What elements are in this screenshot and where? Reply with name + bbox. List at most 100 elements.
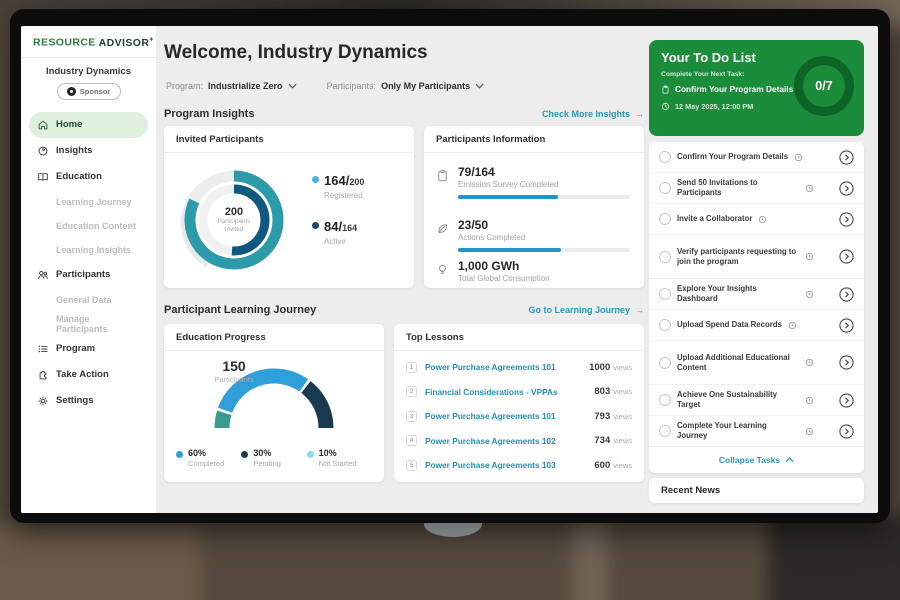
sidebar-item-insights[interactable]: Insights [29,138,148,164]
learning-journey-header: Participant Learning Journey Go to Learn… [164,304,644,316]
sidebar-item-education[interactable]: Education [29,164,148,190]
task-row[interactable]: Send 50 Invitations to Participants [649,173,864,204]
sidebar-item-settings[interactable]: Settings [29,388,148,414]
lesson-link[interactable]: Power Purchase Agreements 101 [425,362,556,373]
chevron-right-icon[interactable] [839,286,854,302]
chevron-right-icon[interactable] [839,392,854,408]
sidebar-item-participants[interactable]: Participants [29,262,148,288]
recent-news-card: Recent News [649,478,864,503]
sponsor-icon [66,86,76,96]
task-checkbox[interactable] [659,182,671,194]
task-checkbox[interactable] [659,319,671,331]
participants-information-card: Participants Information 79/164 Emission… [424,126,644,288]
chevron-right-icon[interactable] [839,211,854,227]
clock-icon [805,252,814,261]
sidebar-item-manage-participants[interactable]: Manage Participants [56,313,108,334]
check-more-insights-link[interactable]: Check More Insights → [541,109,644,119]
task-row[interactable]: Confirm Your Program Details [649,142,864,173]
task-row[interactable]: Achieve One Sustainability Target [649,385,864,416]
puzzle-icon [37,369,49,381]
stat-actions-completed: 23/50 Actions Completed [436,218,632,252]
clock-icon [788,321,796,329]
task-checkbox[interactable] [659,151,671,163]
lesson-link[interactable]: Power Purchase Agreements 103 [425,460,556,471]
lesson-row: 5 Power Purchase Agreements 103 600 view… [394,453,644,478]
task-row[interactable]: Complete Your Learning Journey [649,416,864,447]
lesson-link[interactable]: Power Purchase Agreements 102 [425,435,556,446]
sidebar: RESOURCE ADVISOR+ Industry Dynamics Spon… [21,26,156,513]
rank-badge: 1 [406,361,417,373]
dashboard-screen: RESOURCE ADVISOR+ Industry Dynamics Spon… [21,26,878,513]
clock-icon [805,396,814,404]
sponsor-badge[interactable]: Sponsor [56,82,121,100]
sidebar-item-general-data[interactable]: General Data [56,294,112,305]
lesson-link[interactable]: Financial Considerations - VPPAs [425,386,558,397]
section-title: Participant Learning Journey [164,304,317,316]
task-checkbox[interactable] [659,250,671,263]
chevron-right-icon[interactable] [839,180,854,196]
card-title: Education Progress [164,324,384,351]
sidebar-item-education-content[interactable]: Education Content [56,220,136,231]
legend-not-started: 10% Not Started [306,448,372,468]
legend-active: 84/164 Active [312,218,364,246]
app-logo: RESOURCE ADVISOR+ [33,36,154,49]
book-icon [37,171,49,183]
gear-icon [37,395,49,407]
task-checkbox[interactable] [659,213,671,225]
sidebar-item-learning-insights[interactable]: Learning Insights [56,244,132,255]
task-row[interactable]: Invite a Collaborator [649,204,864,235]
collapse-tasks-link[interactable]: Collapse Tasks [649,447,864,473]
card-title: Top Lessons [394,324,644,351]
chevron-right-icon[interactable] [839,249,854,264]
stat-global-consumption: 1,000 GWh Total Global Consumption [436,259,632,283]
sidebar-item-learning-journey[interactable]: Learning Journey [56,196,132,207]
page-title: Welcome, Industry Dynamics [164,42,428,63]
lesson-link[interactable]: Power Purchase Agreements 101 [425,411,556,422]
todo-panel: Your To Do List Complete Your Next Task:… [649,26,864,513]
invited-participants-donut: 200 Participants Invited [178,164,290,276]
task-row[interactable]: Upload Additional Educational Content [649,341,864,385]
chevron-right-icon[interactable] [839,355,854,370]
task-row[interactable]: Explore Your Insights Dashboard [649,279,864,310]
chevron-right-icon[interactable] [839,149,854,165]
filters: Program: Industrialize Zero Participants… [166,81,484,91]
rank-badge: 5 [406,459,417,471]
clock-icon [805,358,814,367]
task-checkbox[interactable] [659,356,671,369]
chevron-up-icon [785,457,794,463]
clock-icon [661,102,670,111]
sidebar-item-program[interactable]: Program [29,336,148,362]
arrow-right-icon: → [635,109,644,119]
sidebar-item-take-action[interactable]: Take Action [29,362,148,388]
donut-center: 200 Participants Invited [217,205,251,233]
clock-icon [794,153,803,161]
task-row[interactable]: Upload Spend Data Records [649,310,864,341]
top-lessons-card: Top Lessons 1 Power Purchase Agreements … [394,324,644,482]
task-checkbox[interactable] [659,425,671,437]
task-row[interactable]: Verify participants requesting to join t… [649,235,864,279]
donut-legend: 164/200 Registered 84/164 Active [312,172,364,264]
task-checkbox[interactable] [659,288,671,300]
monitor-bezel: RESOURCE ADVISOR+ Industry Dynamics Spon… [10,9,890,523]
home-icon [37,119,49,131]
lesson-row: 4 Power Purchase Agreements 102 734 view… [394,429,644,454]
sidebar-item-home[interactable]: Home [29,111,148,138]
participants-filter[interactable]: Participants: Only My Participants [327,81,485,91]
rank-badge: 3 [406,410,417,422]
chevron-right-icon[interactable] [839,423,854,439]
program-filter[interactable]: Program: Industrialize Zero [166,81,297,91]
divider [21,56,156,58]
invited-participants-card: Invited Participants 200 Participants In… [164,126,414,288]
rank-badge: 4 [406,435,417,447]
go-to-learning-journey-link[interactable]: Go to Learning Journey → [528,305,644,315]
stat-emission-survey: 79/164 Emission Survey Completed [436,165,632,199]
chevron-down-icon [475,83,484,89]
task-checkbox[interactable] [659,394,671,406]
chevron-right-icon[interactable] [839,317,854,333]
sidebar-nav: Home Insights Education [21,110,156,416]
org-name: Industry Dynamics [46,65,131,77]
main-content: Welcome, Industry Dynamics Program: Indu… [164,26,644,513]
legend-completed: 60% Completed [176,448,241,468]
todo-hero-card: Your To Do List Complete Your Next Task:… [649,40,864,136]
